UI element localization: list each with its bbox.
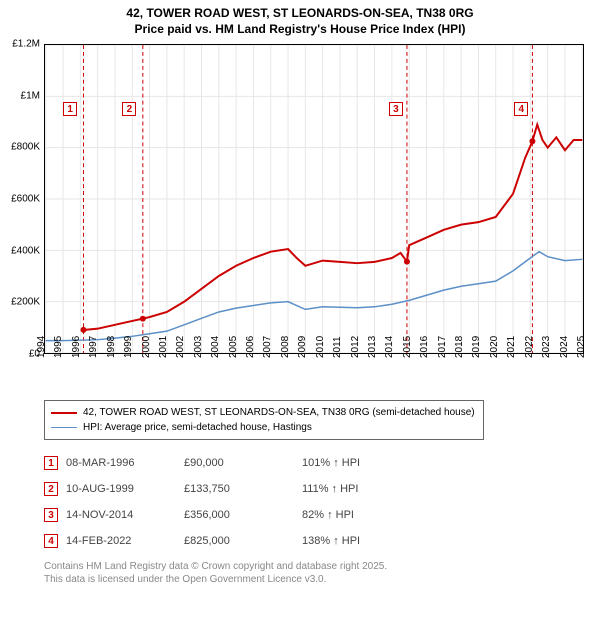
x-tick-label: 2020 xyxy=(489,336,500,358)
footer: Contains HM Land Registry data © Crown c… xyxy=(44,560,387,586)
transaction-pct: 111% ↑ HPI xyxy=(302,483,422,495)
x-tick-label: 2006 xyxy=(245,336,256,358)
legend: 42, TOWER ROAD WEST, ST LEONARDS-ON-SEA,… xyxy=(44,400,484,440)
chart-marker: 3 xyxy=(389,102,403,116)
x-tick-label: 2019 xyxy=(471,336,482,358)
transaction-marker: 3 xyxy=(44,508,58,522)
x-tick-label: 2011 xyxy=(332,336,343,358)
transaction-marker: 1 xyxy=(44,456,58,470)
x-tick-label: 2018 xyxy=(454,336,465,358)
transaction-pct: 82% ↑ HPI xyxy=(302,509,422,521)
chart-marker: 2 xyxy=(122,102,136,116)
x-tick-label: 2023 xyxy=(541,336,552,358)
x-tick-label: 2017 xyxy=(437,336,448,358)
x-tick-label: 2021 xyxy=(506,336,517,358)
transaction-price: £356,000 xyxy=(184,509,294,521)
transaction-marker: 2 xyxy=(44,482,58,496)
transaction-row: 1 08-MAR-1996 £90,000 101% ↑ HPI xyxy=(44,450,422,476)
transaction-date: 10-AUG-1999 xyxy=(66,483,176,495)
transaction-row: 2 10-AUG-1999 £133,750 111% ↑ HPI xyxy=(44,476,422,502)
x-tick-label: 2008 xyxy=(280,336,291,358)
x-tick-label: 2004 xyxy=(210,336,221,358)
chart-title: 42, TOWER ROAD WEST, ST LEONARDS-ON-SEA,… xyxy=(0,0,600,37)
transaction-price: £90,000 xyxy=(184,457,294,469)
y-tick-label: £400K xyxy=(11,245,40,256)
legend-label: HPI: Average price, semi-detached house,… xyxy=(83,422,312,433)
chart-marker: 4 xyxy=(514,102,528,116)
transaction-row: 4 14-FEB-2022 £825,000 138% ↑ HPI xyxy=(44,528,422,554)
x-tick-label: 2005 xyxy=(228,336,239,358)
footer-line1: Contains HM Land Registry data © Crown c… xyxy=(44,560,387,573)
title-line2: Price paid vs. HM Land Registry's House … xyxy=(0,22,600,38)
chart-marker: 1 xyxy=(63,102,77,116)
x-tick-label: 1994 xyxy=(36,336,47,358)
y-tick-label: £1M xyxy=(21,90,40,101)
x-tick-label: 2013 xyxy=(367,336,378,358)
x-tick-label: 2002 xyxy=(175,336,186,358)
x-tick-label: 2000 xyxy=(141,336,152,358)
x-tick-label: 1999 xyxy=(123,336,134,358)
x-tick-label: 2012 xyxy=(350,336,361,358)
y-tick-label: £200K xyxy=(11,297,40,308)
transaction-price: £133,750 xyxy=(184,483,294,495)
transaction-row: 3 14-NOV-2014 £356,000 82% ↑ HPI xyxy=(44,502,422,528)
legend-label: 42, TOWER ROAD WEST, ST LEONARDS-ON-SEA,… xyxy=(83,407,475,418)
x-tick-label: 2016 xyxy=(419,336,430,358)
x-tick-label: 1995 xyxy=(53,336,64,358)
legend-swatch xyxy=(51,412,77,414)
transaction-date: 14-FEB-2022 xyxy=(66,535,176,547)
title-line1: 42, TOWER ROAD WEST, ST LEONARDS-ON-SEA,… xyxy=(0,6,600,22)
transaction-date: 14-NOV-2014 xyxy=(66,509,176,521)
transaction-marker: 4 xyxy=(44,534,58,548)
transaction-pct: 101% ↑ HPI xyxy=(302,457,422,469)
legend-item: 42, TOWER ROAD WEST, ST LEONARDS-ON-SEA,… xyxy=(51,405,477,420)
legend-swatch xyxy=(51,427,77,428)
transactions-table: 1 08-MAR-1996 £90,000 101% ↑ HPI 2 10-AUG-199… xyxy=(44,450,422,554)
y-tick-label: £1.2M xyxy=(12,39,40,50)
legend-item: HPI: Average price, semi-detached house,… xyxy=(51,420,477,435)
transaction-price: £825,000 xyxy=(184,535,294,547)
x-tick-label: 2022 xyxy=(524,336,535,358)
x-tick-label: 2024 xyxy=(559,336,570,358)
x-tick-label: 2025 xyxy=(576,336,587,358)
transaction-pct: 138% ↑ HPI xyxy=(302,535,422,547)
x-tick-label: 2015 xyxy=(402,336,413,358)
footer-line2: This data is licensed under the Open Gov… xyxy=(44,573,387,586)
x-tick-label: 1998 xyxy=(106,336,117,358)
x-tick-label: 2014 xyxy=(384,336,395,358)
x-tick-label: 1997 xyxy=(88,336,99,358)
y-tick-label: £600K xyxy=(11,194,40,205)
x-tick-label: 2010 xyxy=(315,336,326,358)
chart-plot xyxy=(44,44,584,354)
chart-area: £0£200K£400K£600K£800K£1M£1.2M1994199519… xyxy=(44,44,584,354)
x-tick-label: 2001 xyxy=(158,336,169,358)
x-tick-label: 2003 xyxy=(193,336,204,358)
x-tick-label: 2007 xyxy=(262,336,273,358)
x-tick-label: 1996 xyxy=(71,336,82,358)
x-tick-label: 2009 xyxy=(297,336,308,358)
transaction-date: 08-MAR-1996 xyxy=(66,457,176,469)
chart-figure: 42, TOWER ROAD WEST, ST LEONARDS-ON-SEA,… xyxy=(0,0,600,620)
y-tick-label: £800K xyxy=(11,142,40,153)
